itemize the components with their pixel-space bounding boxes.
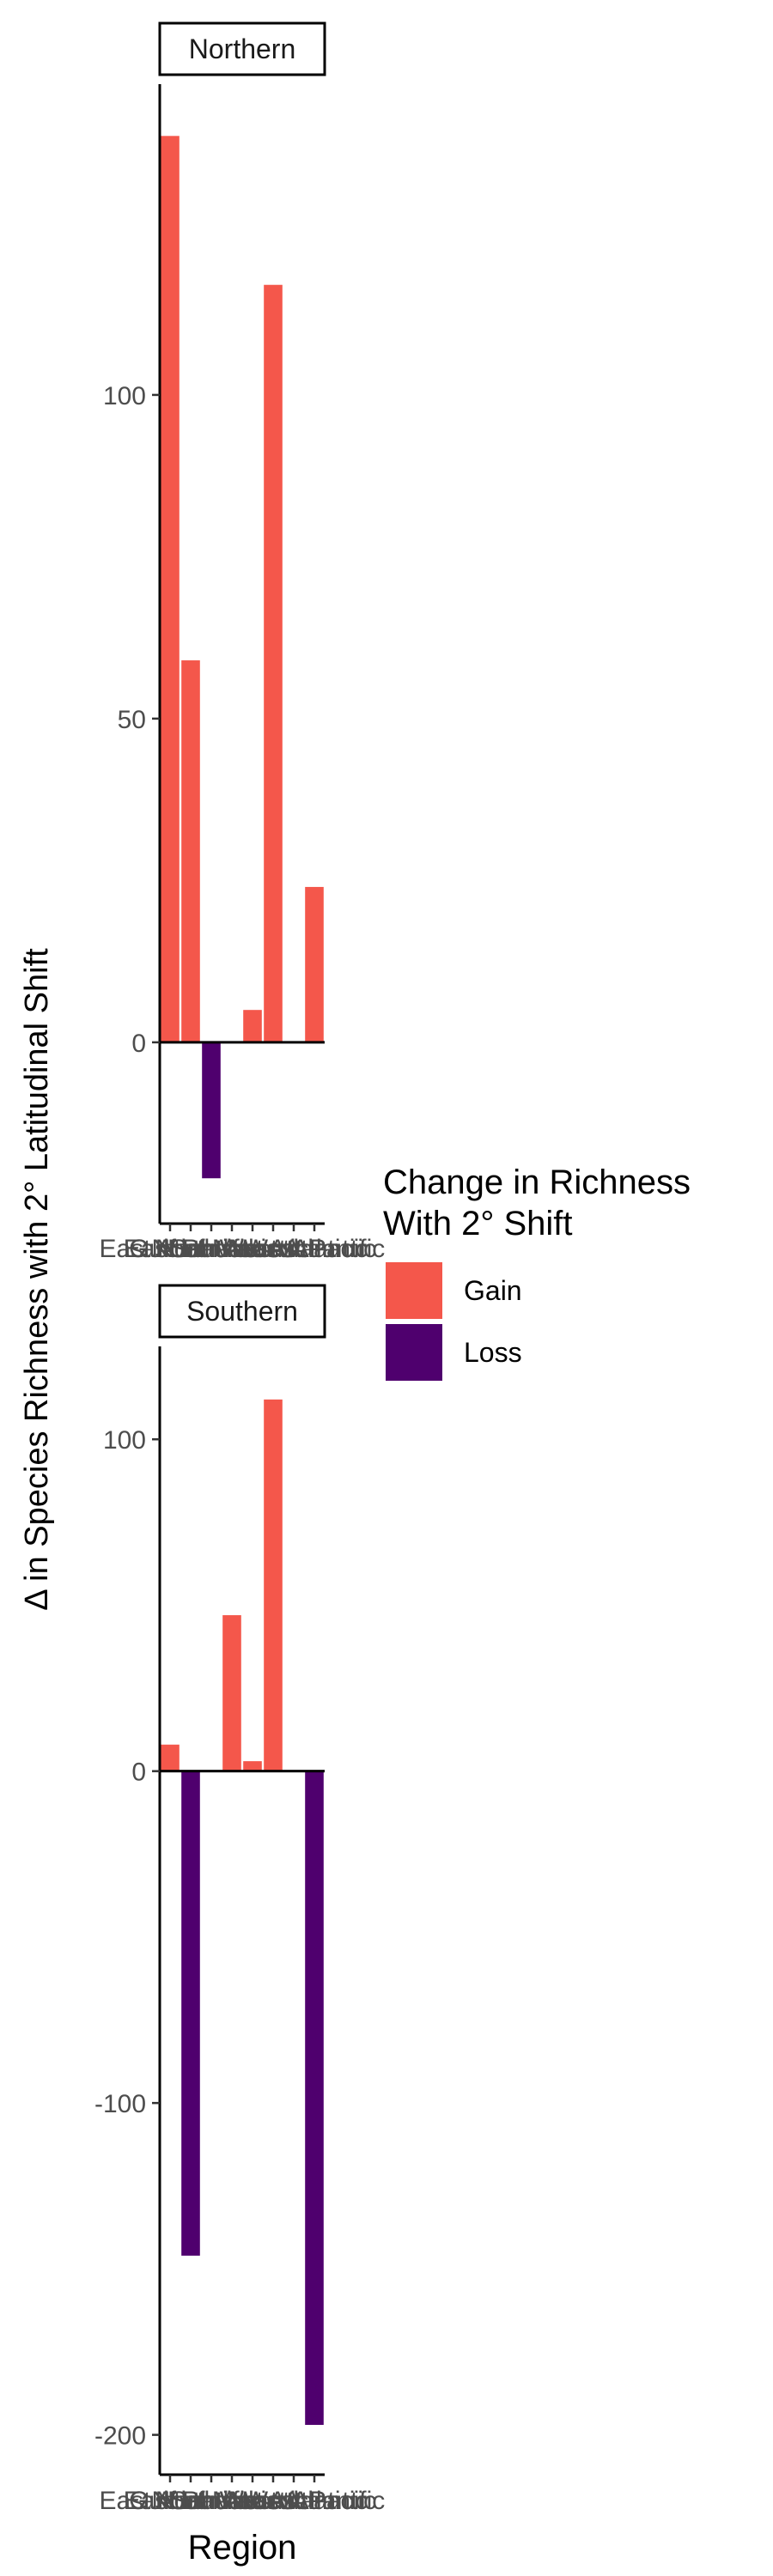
x-tick-label: Gulf of Mexico — [129, 1235, 294, 1263]
bar — [305, 886, 324, 1042]
legend-key-gain — [386, 1262, 442, 1319]
bar — [181, 660, 200, 1042]
x-tick-label: East Pacific — [124, 2487, 259, 2515]
facet-strip — [158, 21, 326, 76]
x-tick-label: Northeast Atlantic — [151, 1235, 353, 1263]
legend-label: Loss — [464, 1337, 522, 1368]
x-tick-label: West Atlantic — [220, 2487, 368, 2515]
x-tick-label: North Atlantic — [155, 1235, 308, 1263]
x-tick-label: Northeast Atlantic — [151, 2487, 353, 2515]
bar — [202, 1042, 221, 1179]
facet-label: Southern — [186, 1296, 298, 1327]
legend-title: Change in Richness — [383, 1163, 691, 1201]
bar — [161, 136, 180, 1042]
x-tick-label: Gulf of Mexico — [129, 2487, 294, 2515]
x-axis-title: Region — [188, 2529, 297, 2567]
bar — [243, 1761, 262, 1771]
x-tick-label: East Atlantic — [99, 2487, 240, 2515]
bar — [161, 1744, 180, 1771]
x-tick-label: Southeast Atlantic — [170, 1235, 376, 1263]
y-tick-label: -200 — [94, 2422, 146, 2451]
y-tick-label: 50 — [118, 706, 146, 734]
facet-label: Northern — [189, 33, 296, 64]
x-tick-label: East Atlantic — [99, 1235, 240, 1263]
x-tick-label: Southeast Atlantic — [170, 2487, 376, 2515]
bar — [264, 284, 283, 1042]
legend-key-loss — [386, 1324, 442, 1381]
bar — [305, 1771, 324, 2426]
x-tick-label: East Pacific — [124, 1235, 259, 1263]
legend-title: With 2° Shift — [383, 1205, 573, 1242]
y-tick-label: 0 — [131, 1759, 146, 1787]
x-tick-label: West Pacific — [244, 2487, 386, 2515]
bar — [222, 1615, 241, 1771]
bar — [243, 1010, 262, 1042]
y-tick-label: 0 — [131, 1030, 146, 1058]
legend-label: Gain — [464, 1275, 522, 1306]
x-tick-label: North Atlantic — [155, 2487, 308, 2515]
legend: Change in Richness With 2° Shift Gain Loss — [383, 1163, 691, 1381]
x-tick-label: West Atlantic — [220, 1235, 368, 1263]
bar — [181, 1771, 200, 2256]
bar — [264, 1399, 283, 1771]
y-tick-label: -100 — [94, 2090, 146, 2118]
y-tick-label: 100 — [103, 382, 146, 410]
y-tick-label: 100 — [103, 1426, 146, 1455]
x-tick-label: West Pacific — [244, 1235, 386, 1263]
facet-strip — [158, 1284, 326, 1339]
y-axis-title: Δ in Species Richness with 2° Latitudina… — [19, 948, 55, 1611]
